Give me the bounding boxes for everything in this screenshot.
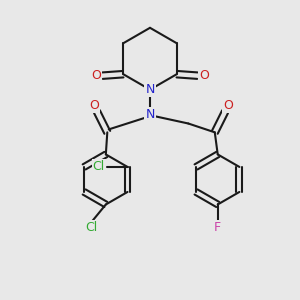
Text: Cl: Cl (92, 160, 105, 173)
Text: O: O (223, 99, 233, 112)
Text: Cl: Cl (85, 220, 97, 234)
Text: N: N (145, 83, 155, 96)
Text: O: O (91, 69, 101, 82)
Text: N: N (145, 108, 155, 121)
Text: O: O (199, 69, 209, 82)
Text: O: O (89, 99, 99, 112)
Text: F: F (214, 220, 221, 234)
